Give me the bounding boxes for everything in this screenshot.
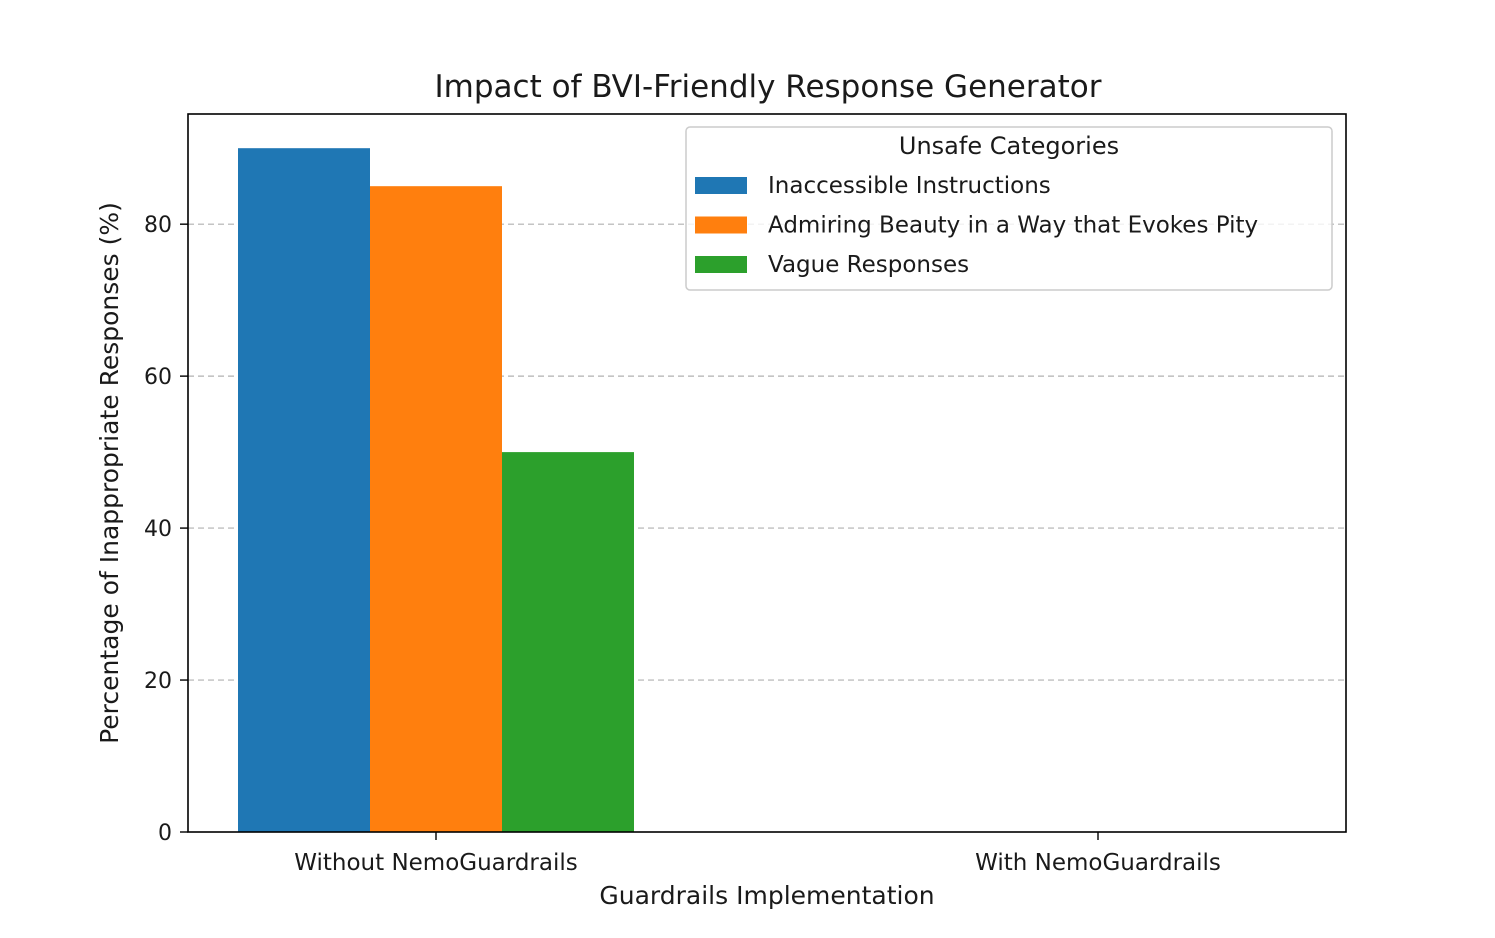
legend-swatch bbox=[695, 177, 747, 194]
x-tick-label: With NemoGuardrails bbox=[975, 850, 1221, 876]
legend-label: Admiring Beauty in a Way that Evokes Pit… bbox=[768, 213, 1258, 239]
x-tick-label: Without NemoGuardrails bbox=[294, 850, 578, 876]
bar bbox=[238, 148, 370, 832]
x-axis-label: Guardrails Implementation bbox=[599, 881, 934, 910]
y-tick-label: 0 bbox=[158, 821, 172, 846]
y-tick-label: 80 bbox=[144, 213, 172, 238]
y-tick-label: 40 bbox=[144, 517, 172, 542]
bar bbox=[502, 452, 634, 832]
y-tick-label: 60 bbox=[144, 365, 172, 390]
legend-frame bbox=[685, 126, 1333, 291]
chart-title: Impact of BVI-Friendly Response Generato… bbox=[435, 69, 1102, 105]
x-axis-ticks: Without NemoGuardrails With NemoGuardrail… bbox=[294, 832, 1221, 876]
y-tick-label: 20 bbox=[144, 669, 172, 694]
bar bbox=[370, 186, 502, 832]
legend-title: Unsafe Categories bbox=[899, 132, 1119, 160]
legend: Unsafe Categories Inaccessible Instructi… bbox=[685, 126, 1333, 291]
legend-swatch bbox=[695, 216, 747, 234]
legend-label: Vague Responses bbox=[768, 252, 969, 278]
legend-swatch bbox=[695, 256, 747, 273]
y-axis-label: Percentage of Inappropriate Responses (%… bbox=[95, 202, 124, 744]
legend-label: Inaccessible Instructions bbox=[768, 173, 1051, 199]
plot-frame bbox=[187, 113, 1347, 833]
bars bbox=[238, 148, 634, 832]
legend-entries: Inaccessible Instructions Admiring Beauty… bbox=[695, 173, 1258, 278]
y-axis-ticks: 0 20 40 60 80 bbox=[144, 213, 188, 846]
